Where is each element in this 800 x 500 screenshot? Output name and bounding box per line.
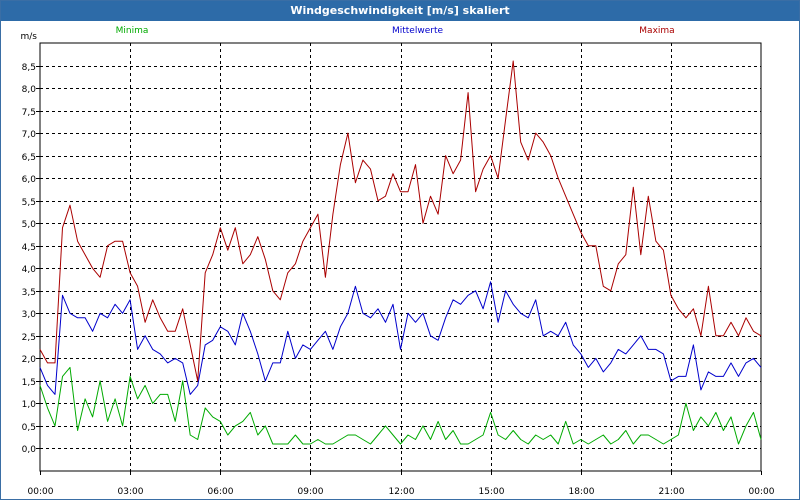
x-tick-time: 03:00 [118, 487, 144, 497]
series-layer [39, 60, 762, 445]
grid-layer [39, 42, 762, 472]
y-tick-label: 2,5 [22, 333, 36, 343]
x-tick-time: 18:00 [569, 487, 595, 497]
y-tick-label: 4,5 [22, 243, 36, 253]
y-tick-label: 1,0 [22, 400, 37, 410]
y-tick-label: 5,5 [22, 198, 36, 208]
window-title: Windgeschwindigkeit [m/s] skaliert [1, 1, 799, 21]
y-tick-label: 6,5 [22, 153, 36, 163]
series-line-mittelwerte [39, 281, 762, 395]
legend-maxima: Maxima [639, 26, 674, 36]
y-axis-label: m/s [21, 32, 38, 42]
y-tick-label: 7,5 [22, 108, 36, 118]
legend-mittelwerte: Mittelwerte [392, 26, 443, 36]
y-tick-label: 3,0 [22, 310, 37, 320]
series-line-maxima [39, 60, 762, 382]
y-tick-label: 6,0 [22, 175, 37, 185]
legend-minima: Minima [116, 26, 149, 36]
axis-layer: 0,0 0,5 1,0 1,5 2,0 2,5 3,0 3,5 4,0 4,5 5,0 5,5 6,0 6… [21, 26, 775, 497]
y-tick-label: 8,0 [22, 85, 37, 95]
x-tick-time: 09:00 [298, 487, 324, 497]
x-tick-time: 06:00 [208, 487, 234, 497]
x-tick-time: 00:00 [749, 487, 775, 497]
y-tick-label: 1,5 [22, 378, 36, 388]
chart-area: 0,0 0,5 1,0 1,5 2,0 2,5 3,0 3,5 4,0 4,5 5,0 5,5 6,0 6… [21, 26, 775, 497]
y-tick-label: 8,5 [22, 63, 36, 73]
x-tick-time: 15:00 [479, 487, 505, 497]
y-tick-label: 0,5 [22, 423, 36, 433]
series-line-minima [39, 366, 762, 445]
y-tick-label: 4,0 [22, 265, 37, 275]
y-tick-label: 3,5 [22, 288, 36, 298]
y-tick-label: 7,0 [22, 130, 37, 140]
y-tick-label: 2,0 [22, 355, 37, 365]
plot-frame [39, 42, 762, 472]
x-tick-time: 21:00 [659, 487, 685, 497]
y-tick-label: 0,0 [22, 445, 37, 455]
y-tick-label: 5,0 [22, 220, 37, 230]
x-tick-time: 00:00 [28, 487, 54, 497]
x-tick-time: 12:00 [389, 487, 415, 497]
